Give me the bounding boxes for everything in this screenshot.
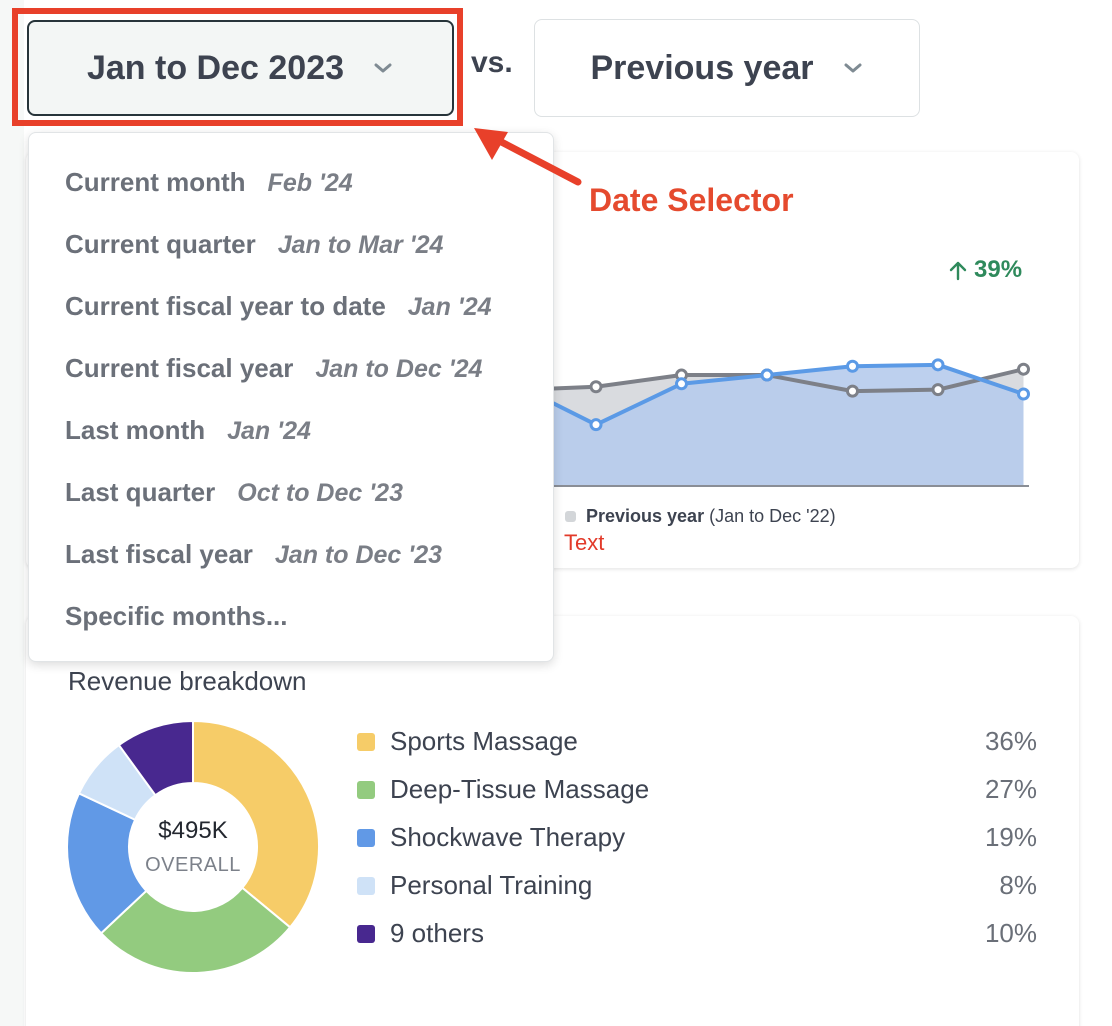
chevron-down-icon bbox=[844, 63, 862, 73]
menu-item-range: Jan to Dec '24 bbox=[315, 355, 483, 383]
breakdown-percent: 27% bbox=[984, 774, 1037, 804]
legend-swatch bbox=[357, 732, 375, 751]
menu-item-current-fiscal-year[interactable]: Current fiscal year Jan to Dec '24 bbox=[65, 353, 482, 384]
change-indicator: 39% bbox=[948, 256, 1022, 284]
comparison-value: Previous year bbox=[590, 48, 814, 87]
donut-slice-sports-massage bbox=[192, 720, 320, 929]
annotation-text-note: Text bbox=[564, 530, 605, 555]
menu-item-label: Last quarter bbox=[65, 477, 216, 507]
donut-slice-shockwave-therapy bbox=[66, 792, 148, 935]
breakdown-row: Shockwave Therapy 19% bbox=[357, 822, 1037, 853]
menu-item-label: Last fiscal year bbox=[65, 539, 253, 569]
breakdown-percent: 8% bbox=[999, 870, 1037, 900]
legend-swatch bbox=[357, 924, 375, 943]
menu-item-range: Jan '24 bbox=[227, 417, 311, 445]
menu-item-last-month[interactable]: Last month Jan '24 bbox=[65, 415, 311, 446]
menu-item-last-quarter[interactable]: Last quarter Oct to Dec '23 bbox=[65, 477, 403, 508]
menu-item-current-quarter[interactable]: Current quarter Jan to Mar '24 bbox=[65, 229, 443, 260]
breakdown-row: Deep-Tissue Massage 27% bbox=[357, 774, 1037, 805]
donut-slice-deep-tissue-massage bbox=[99, 886, 292, 974]
annotation-arrow-icon bbox=[474, 128, 582, 186]
current-year-point bbox=[760, 368, 774, 382]
previous-year-point bbox=[589, 380, 603, 394]
chevron-down-icon bbox=[374, 63, 392, 73]
comparison-selector[interactable]: Previous year bbox=[534, 19, 920, 117]
left-side-strip bbox=[0, 0, 24, 1026]
legend-swatch-previous bbox=[565, 511, 576, 522]
previous-year-point bbox=[931, 383, 945, 397]
legend-swatch bbox=[357, 828, 375, 847]
breakdown-percent: 10% bbox=[984, 918, 1037, 948]
previous-year-point bbox=[846, 384, 859, 398]
menu-item-label: Current quarter bbox=[65, 229, 256, 259]
menu-item-current-month[interactable]: Current month Feb '24 bbox=[65, 167, 353, 198]
legend-swatch bbox=[357, 780, 375, 799]
current-year-point bbox=[1017, 387, 1030, 401]
legend-swatch bbox=[357, 876, 375, 895]
previous-year-point bbox=[1017, 362, 1030, 376]
current-year-area bbox=[526, 364, 1024, 486]
menu-item-label: Specific months... bbox=[65, 601, 288, 631]
menu-item-current-fiscal-year-to-date[interactable]: Current fiscal year to date Jan '24 bbox=[65, 291, 492, 322]
legend-previous-range: (Jan to Dec '22) bbox=[709, 506, 836, 526]
breakdown-row: Sports Massage 36% bbox=[357, 726, 1037, 757]
current-year-point bbox=[931, 358, 945, 372]
menu-item-range: Jan '24 bbox=[407, 293, 492, 321]
menu-item-specific-months[interactable]: Specific months... bbox=[65, 601, 288, 632]
revenue-breakdown-title: Revenue breakdown bbox=[68, 666, 307, 696]
breakdown-row: 9 others 10% bbox=[357, 918, 1037, 949]
change-percent: 39% bbox=[974, 256, 1023, 283]
vs-label: vs. bbox=[471, 46, 513, 79]
current-year-point bbox=[846, 359, 859, 373]
menu-item-label: Current fiscal year to date bbox=[65, 291, 386, 321]
date-range-dropdown-menu: Current month Feb '24 Current quarter Ja… bbox=[28, 132, 554, 662]
current-year-point bbox=[589, 418, 603, 432]
menu-item-last-fiscal-year[interactable]: Last fiscal year Jan to Dec '23 bbox=[65, 539, 442, 570]
breakdown-row: Personal Training 8% bbox=[357, 870, 1037, 901]
annotation-label: Date Selector bbox=[589, 182, 794, 218]
date-range-selector[interactable]: Jan to Dec 2023 bbox=[27, 20, 454, 116]
donut-center-value: $495K bbox=[158, 817, 228, 844]
breakdown-label: 9 others bbox=[390, 918, 484, 948]
breakdown-label: Sports Massage bbox=[390, 726, 578, 756]
arrow-up-icon bbox=[949, 261, 967, 281]
revenue-trend-chart bbox=[525, 358, 1030, 487]
legend-entry-previous: Previous year (Jan to Dec '22) bbox=[586, 506, 836, 527]
breakdown-label: Deep-Tissue Massage bbox=[390, 774, 650, 804]
chart-legend: Previous year (Jan to Dec '22) bbox=[565, 506, 836, 527]
breakdown-label: Shockwave Therapy bbox=[390, 822, 626, 852]
menu-item-label: Last month bbox=[65, 415, 206, 445]
breakdown-percent: 36% bbox=[984, 726, 1037, 756]
date-range-value: Jan to Dec 2023 bbox=[86, 48, 345, 87]
breakdown-percent: 19% bbox=[984, 822, 1037, 852]
revenue-donut-chart bbox=[66, 720, 320, 974]
current-year-point bbox=[675, 377, 688, 391]
donut-slice-9-others bbox=[117, 720, 194, 797]
menu-item-label: Current fiscal year bbox=[65, 353, 294, 383]
menu-item-range: Jan to Mar '24 bbox=[277, 231, 444, 259]
menu-item-range: Jan to Dec '23 bbox=[274, 541, 443, 569]
menu-item-label: Current month bbox=[65, 167, 246, 197]
menu-item-range: Feb '24 bbox=[267, 169, 353, 197]
legend-previous-name: Previous year bbox=[586, 506, 705, 526]
breakdown-label: Personal Training bbox=[390, 870, 593, 900]
menu-item-range: Oct to Dec '23 bbox=[237, 479, 403, 507]
donut-center-label: OVERALL bbox=[145, 854, 241, 876]
